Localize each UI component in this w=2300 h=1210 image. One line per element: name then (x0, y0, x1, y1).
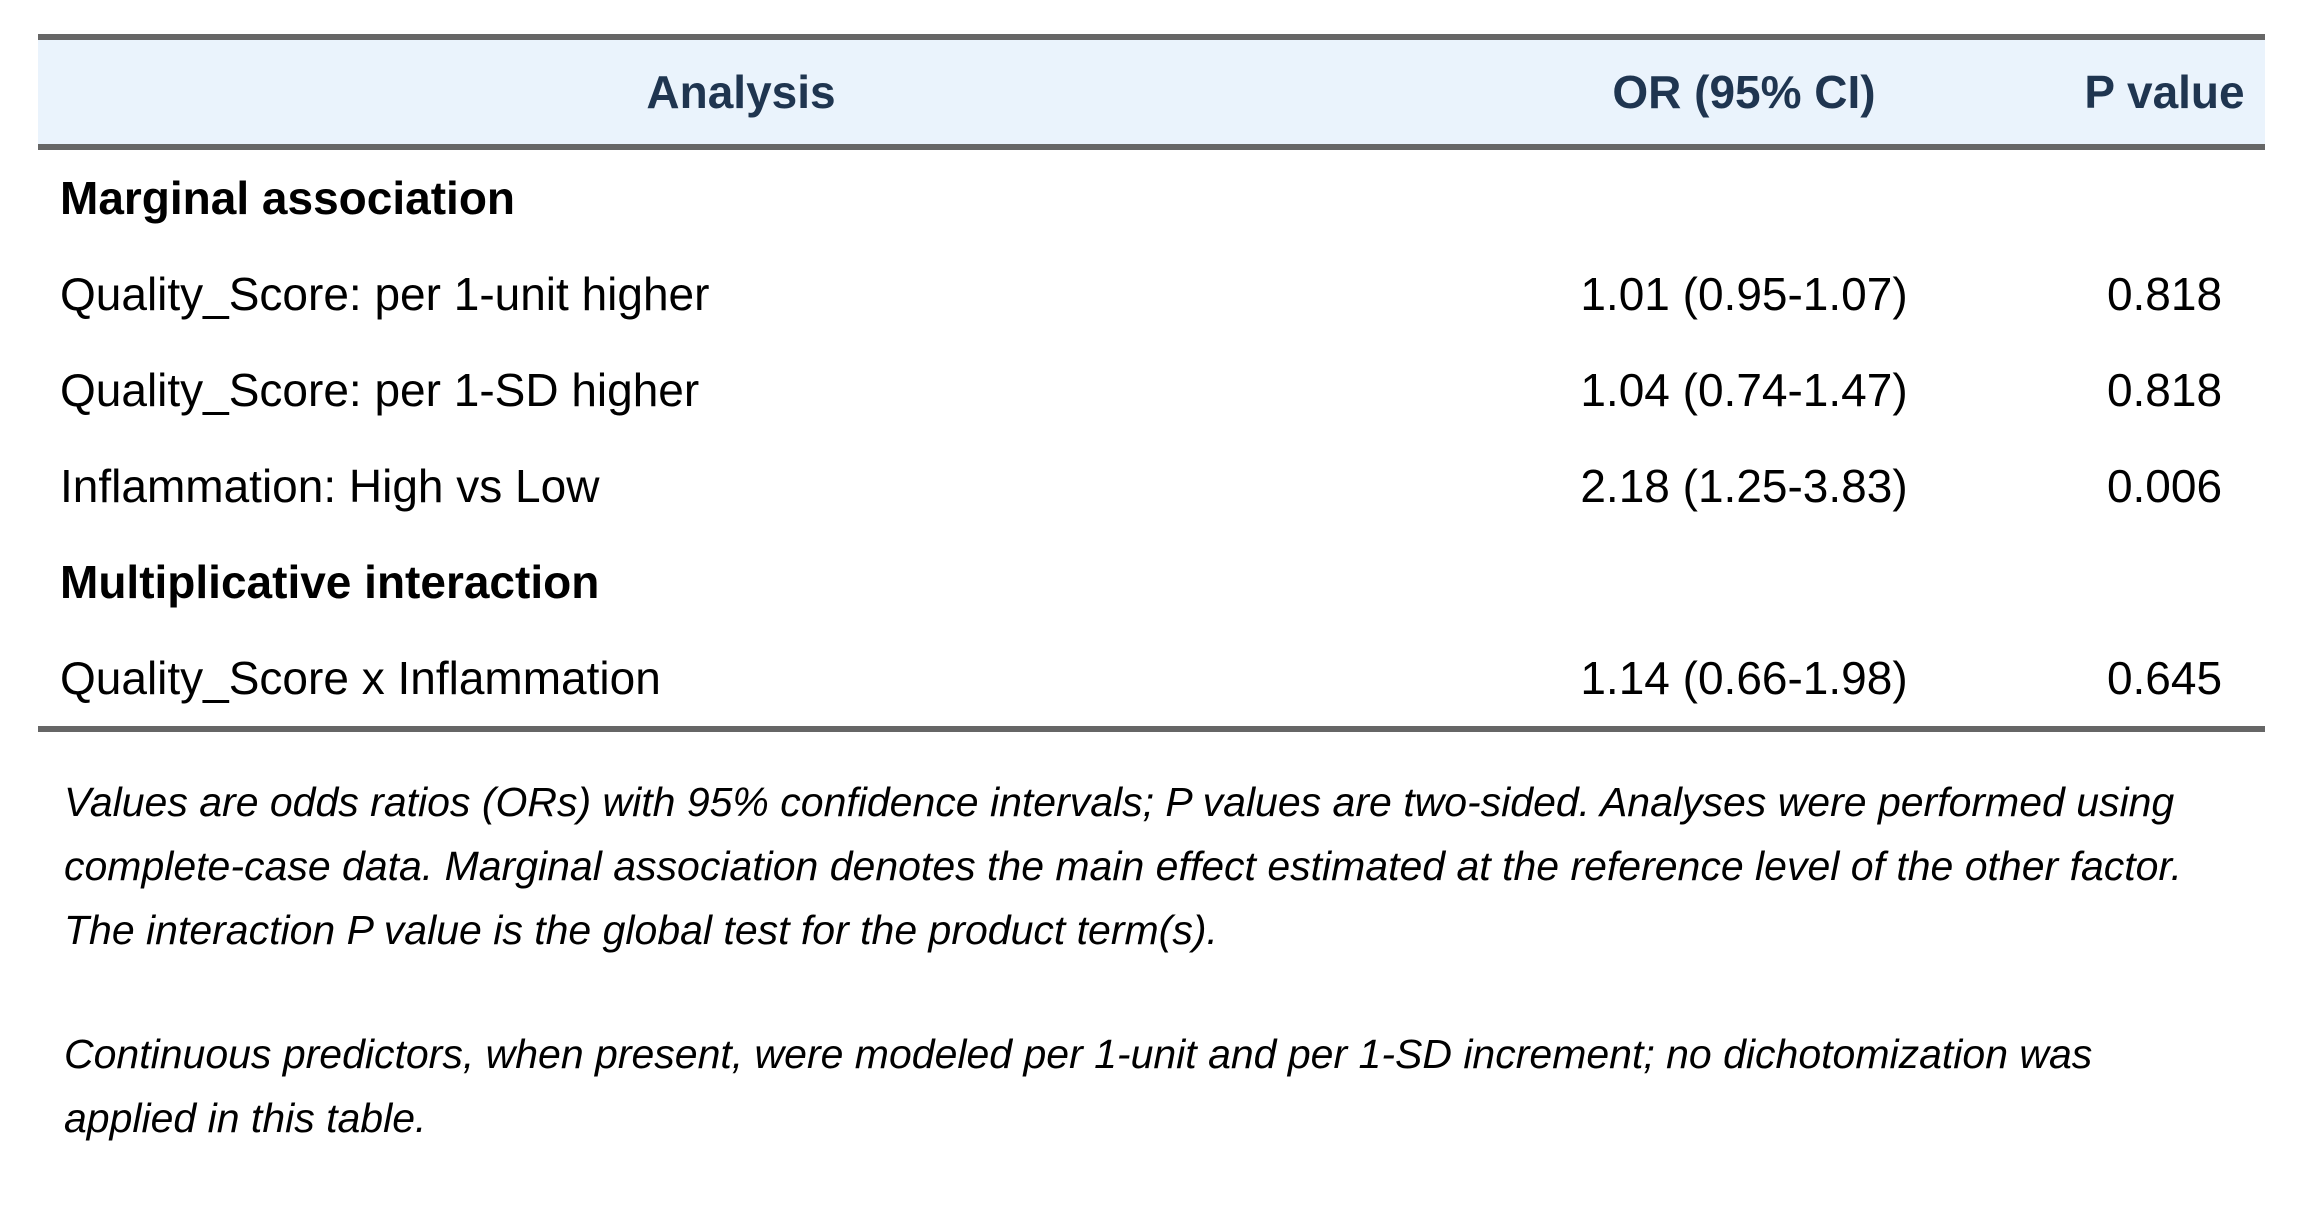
or-cell (1424, 534, 2064, 630)
table-row: Quality_Score: per 1-SD higher 1.04 (0.7… (38, 342, 2265, 438)
or-cell: 1.14 (0.66-1.98) (1424, 630, 2064, 732)
row-label: Inflammation: High vs Low (60, 460, 600, 512)
header-p-value: P value (2064, 34, 2265, 150)
or-cell (1424, 147, 2064, 246)
footnote-paragraph: Values are odds ratios (ORs) with 95% co… (64, 779, 2182, 953)
section-label: Multiplicative interaction (60, 556, 600, 608)
p-cell: 0.818 (2106, 364, 2223, 416)
or-cell: 1.04 (0.74-1.47) (1580, 364, 1908, 416)
table-header: Analysis OR (95% CI) P value (38, 34, 2265, 150)
header-analysis: Analysis (38, 34, 1424, 150)
row-label: Quality_Score: per 1-unit higher (60, 268, 710, 320)
footnote-paragraph: Continuous predictors, when present, wer… (64, 1031, 2093, 1141)
or-cell: 2.18 (1.25-3.83) (1580, 460, 1908, 512)
table-row: Quality_Score x Inflammation 1.14 (0.66-… (38, 630, 2265, 732)
table-body: Marginal association Quality_Score: per … (38, 147, 2265, 732)
results-table-container: Analysis OR (95% CI) P value Marginal as… (38, 34, 2265, 732)
header-or-ci: OR (95% CI) (1424, 34, 2064, 150)
section-row-marginal: Marginal association (38, 147, 2265, 246)
section-label: Marginal association (60, 172, 516, 224)
row-label: Quality_Score: per 1-SD higher (60, 364, 700, 416)
or-cell: 1.01 (0.95-1.07) (1580, 268, 1908, 320)
header-row: Analysis OR (95% CI) P value (38, 34, 2265, 150)
p-cell: 0.818 (2106, 268, 2223, 320)
p-cell (2064, 534, 2265, 630)
p-cell (2064, 147, 2265, 246)
table-row: Quality_Score: per 1-unit higher 1.01 (0… (38, 246, 2265, 342)
p-cell: 0.645 (2064, 630, 2265, 732)
section-row-interaction: Multiplicative interaction (38, 534, 2265, 630)
p-cell: 0.006 (2106, 460, 2223, 512)
odds-ratio-table: Analysis OR (95% CI) P value Marginal as… (38, 34, 2265, 732)
table-footnotes: Values are odds ratios (ORs) with 95% co… (64, 770, 2224, 1210)
row-label: Quality_Score x Inflammation (38, 630, 1424, 732)
table-row: Inflammation: High vs Low 2.18 (1.25-3.8… (38, 438, 2265, 534)
